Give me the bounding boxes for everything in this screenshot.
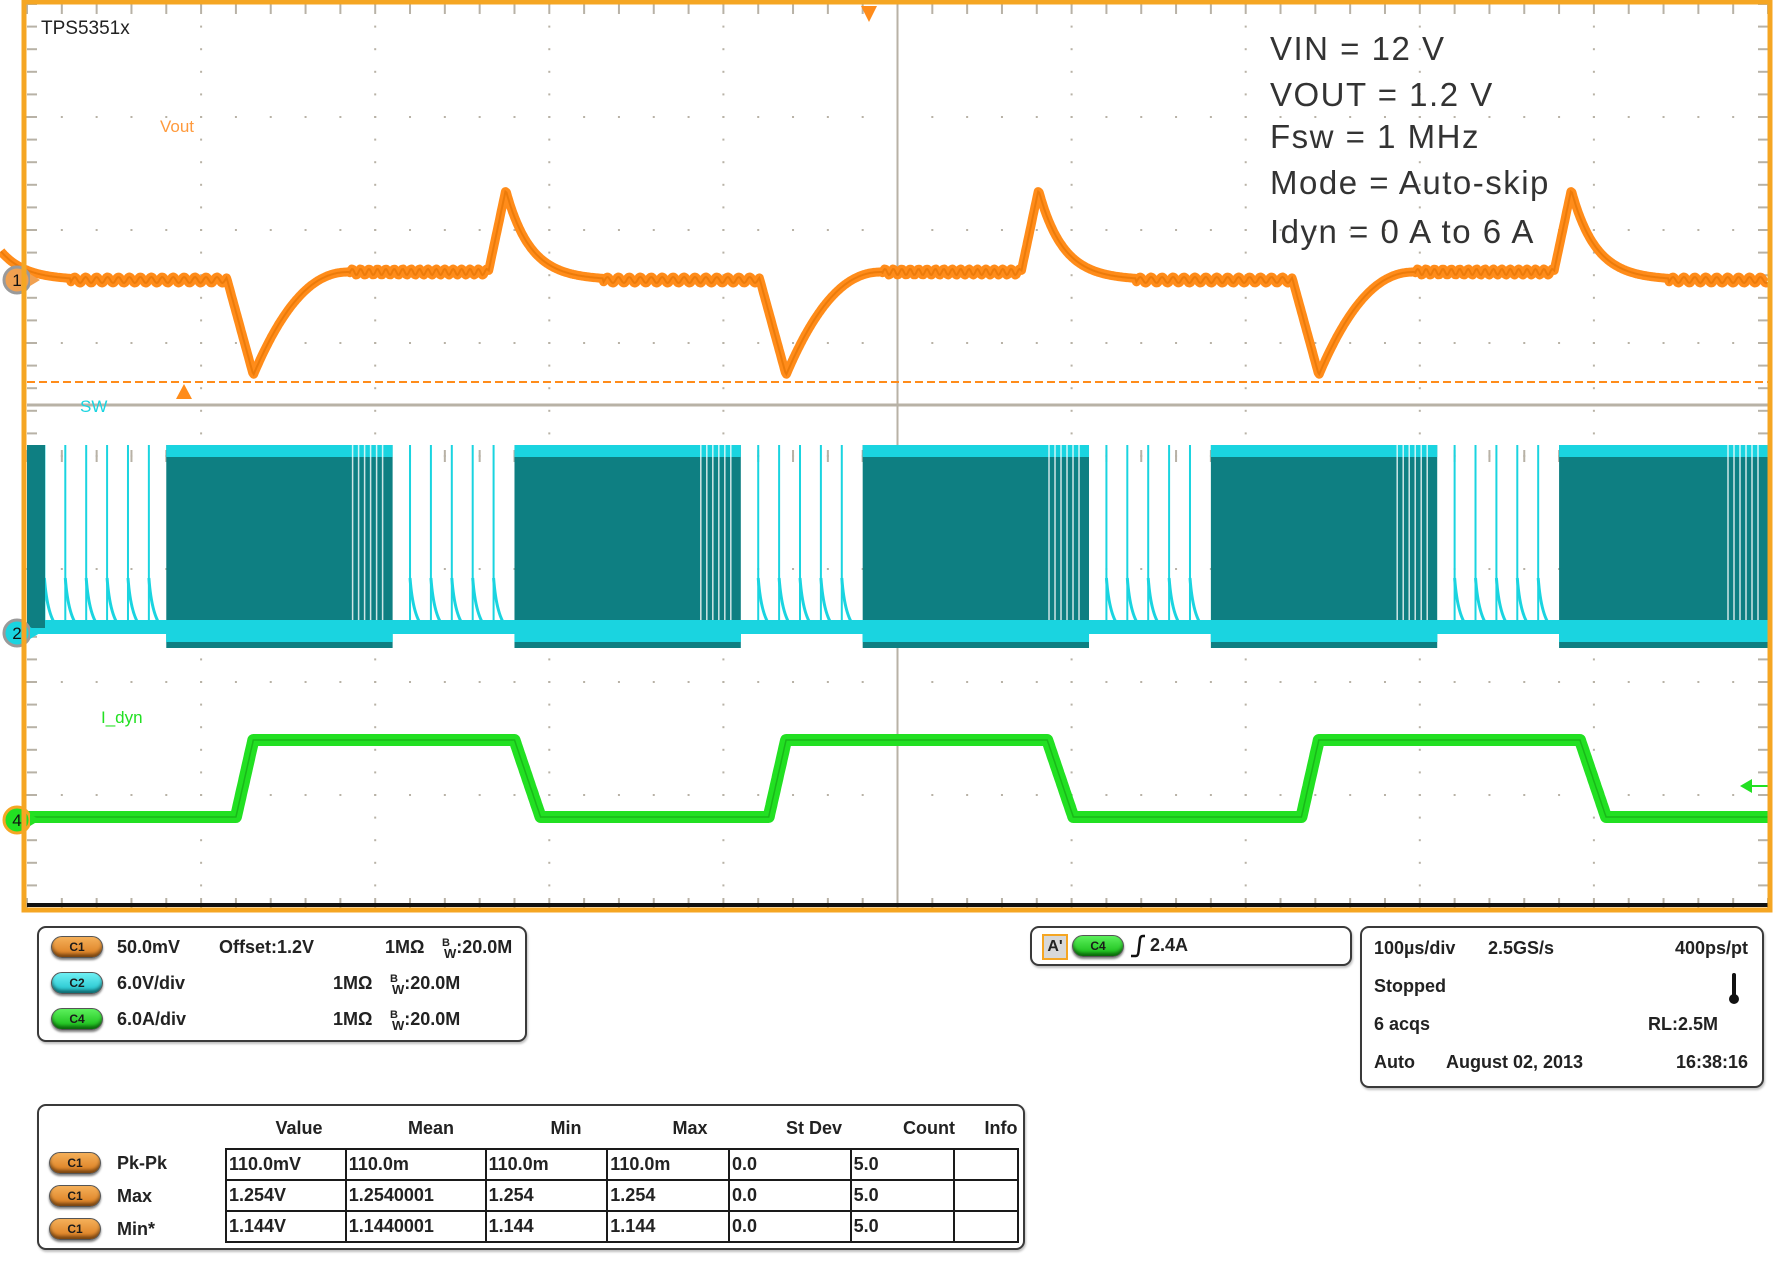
cell-max: 1.254 <box>606 1179 731 1212</box>
table-row: 1.144V 1.1440001 1.144 1.144 0.0 5.0 <box>225 1210 1019 1243</box>
cell-stdev: 0.0 <box>728 1179 852 1212</box>
channel-row-c4[interactable]: C4 6.0A/div 1MΩ BW:20.0M <box>51 1008 460 1033</box>
acquisition-state[interactable]: Stopped <box>1374 976 1446 996</box>
trigger-source-pill[interactable]: C4 <box>1072 935 1124 957</box>
cell-count: 5.0 <box>849 1210 956 1243</box>
measurement-row-pkpk[interactable]: C1 Pk-Pk <box>49 1152 167 1174</box>
thermometer-icon <box>1729 973 1739 1004</box>
header-mean: Mean <box>407 1118 454 1138</box>
annotation-mode: Mode = Auto-skip <box>1270 164 1550 201</box>
annotation-idyn: Idyn = 0 A to 6 A <box>1270 213 1535 250</box>
rising-edge-icon <box>1131 934 1145 958</box>
trace-label-idyn: I_dyn <box>101 708 143 727</box>
trigger-mode-badge: A' <box>1042 934 1068 960</box>
header-min: Min <box>550 1118 582 1138</box>
device-label: TPS5351x <box>41 18 130 39</box>
measurement-row-max[interactable]: C1 Max <box>49 1185 152 1207</box>
cell-min: 110.0m <box>484 1148 609 1181</box>
cell-min: 1.144 <box>484 1210 609 1243</box>
waveform-traces: 1 2 4 <box>0 6 1774 835</box>
cell-stdev: 0.0 <box>728 1148 852 1181</box>
cell-max: 1.144 <box>606 1210 731 1243</box>
table-row: 110.0mV 110.0m 110.0m 110.0m 0.0 5.0 <box>225 1148 1019 1181</box>
svg-text:2: 2 <box>12 624 21 643</box>
cell-value: 1.254V <box>225 1179 347 1212</box>
measurement-row-min[interactable]: C1 Min* <box>49 1218 155 1240</box>
measurements-panel: Value Mean Min Max St Dev Count Info C1 … <box>37 1104 1025 1250</box>
cell-info <box>953 1179 1019 1212</box>
header-count: Count <box>903 1118 955 1138</box>
svg-text:4: 4 <box>12 811 21 830</box>
meas-source-pill[interactable]: C1 <box>49 1185 101 1207</box>
header-info: Info <box>984 1118 1018 1138</box>
c4-impedance: 1MΩ <box>333 1009 373 1029</box>
meas-source-pill[interactable]: C1 <box>49 1152 101 1174</box>
meas-name: Pk-Pk <box>117 1153 168 1173</box>
meas-source-pill[interactable]: C1 <box>49 1218 101 1240</box>
channel-row-c1[interactable]: C1 50.0mV Offset:1.2V 1MΩ BW:20.0M <box>51 936 512 961</box>
cell-stdev: 0.0 <box>728 1210 852 1243</box>
record-length[interactable]: RL:2.5M <box>1647 1014 1718 1034</box>
resolution: 400ps/pt <box>1674 938 1748 958</box>
c2-scale: 6.0V/div <box>117 973 186 993</box>
table-row: 1.254V 1.2540001 1.254 1.254 0.0 5.0 <box>225 1179 1019 1212</box>
trigger-panel[interactable]: A' C4 2.4A <box>1030 926 1352 966</box>
c1-bandwidth: BW:20.0M <box>442 937 513 961</box>
c4-scale: 6.0A/div <box>117 1009 187 1029</box>
channel-pill-c4[interactable]: C4 <box>51 1008 103 1030</box>
sample-rate: 2.5GS/s <box>1488 938 1555 958</box>
cell-value: 110.0mV <box>225 1148 347 1181</box>
cell-info <box>953 1210 1019 1243</box>
c1-offset: Offset:1.2V <box>219 937 315 957</box>
cell-count: 5.0 <box>849 1148 956 1181</box>
waveform-display: 1 2 4 <box>0 0 1774 913</box>
meas-name: Max <box>117 1186 153 1206</box>
acquisition-status-panel: 100µs/div 2.5GS/s 400ps/pt Stopped 6 acq… <box>1360 926 1764 1088</box>
header-value: Value <box>275 1118 323 1138</box>
c1-impedance: 1MΩ <box>385 937 425 957</box>
annotation-fsw: Fsw = 1 MHz <box>1270 118 1480 155</box>
measurement-table: 110.0mV 110.0m 110.0m 110.0m 0.0 5.0 1.2… <box>225 1148 1019 1243</box>
trace-label-vout: Vout <box>160 117 195 136</box>
channel-row-c2[interactable]: C2 6.0V/div 1MΩ BW:20.0M <box>51 972 460 997</box>
display-frame <box>21 0 1773 913</box>
trigger-mode: Auto <box>1374 1052 1415 1072</box>
cell-count: 5.0 <box>849 1179 956 1212</box>
header-max: Max <box>672 1118 708 1138</box>
c1-scale: 50.0mV <box>117 937 181 957</box>
trace-label-sw: SW <box>80 397 108 416</box>
annotation-vin: VIN = 12 V <box>1270 30 1446 67</box>
cell-mean: 1.2540001 <box>344 1179 487 1212</box>
cell-info <box>953 1148 1019 1181</box>
annotation-vout: VOUT = 1.2 V <box>1270 76 1494 113</box>
header-stdev: St Dev <box>785 1118 843 1138</box>
meas-name: Min* <box>117 1219 155 1239</box>
c2-impedance: 1MΩ <box>333 973 373 993</box>
cell-mean: 1.1440001 <box>344 1210 487 1243</box>
cell-min: 1.254 <box>484 1179 609 1212</box>
channel-pill-c2[interactable]: C2 <box>51 972 103 994</box>
trigger-level: 2.4A <box>1150 935 1189 955</box>
c4-bandwidth: BW:20.0M <box>390 1009 461 1033</box>
svg-text:1: 1 <box>12 271 21 290</box>
cell-value: 1.144V <box>225 1210 347 1243</box>
channel-pill-c1[interactable]: C1 <box>51 936 103 958</box>
capture-time: 16:38:16 <box>1675 1052 1748 1072</box>
channel-settings-panel: C1 50.0mV Offset:1.2V 1MΩ BW:20.0M C2 6.… <box>37 926 527 1042</box>
c2-bandwidth: BW:20.0M <box>390 973 461 997</box>
cell-max: 110.0m <box>606 1148 731 1181</box>
cell-mean: 110.0m <box>344 1148 487 1181</box>
capture-date: August 02, 2013 <box>1446 1052 1584 1072</box>
acquisition-count: 6 acqs <box>1374 1014 1431 1034</box>
timebase[interactable]: 100µs/div <box>1374 938 1456 958</box>
